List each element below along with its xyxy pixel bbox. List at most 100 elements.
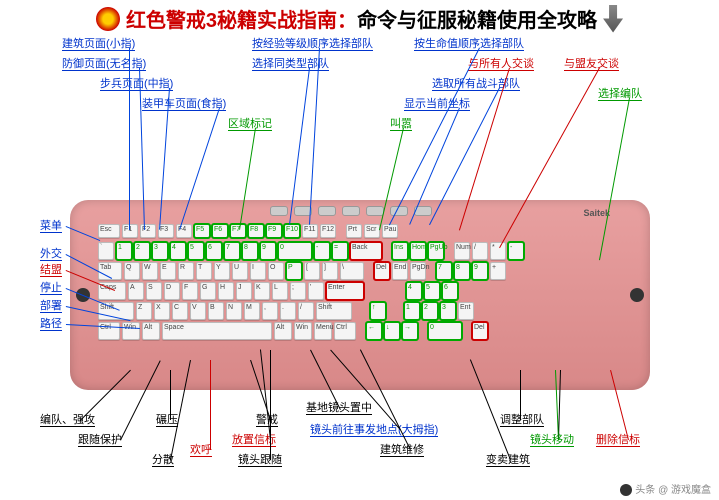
key-3: 3 xyxy=(440,302,456,320)
key-del: Del xyxy=(472,322,488,340)
key-f11: F11 xyxy=(302,224,318,238)
key-*: * xyxy=(490,242,506,260)
key-scr: Scr xyxy=(364,224,380,238)
key-3: 3 xyxy=(152,242,168,260)
key-1: 1 xyxy=(116,242,132,260)
key-t: T xyxy=(196,262,212,280)
key-win: Win xyxy=(122,322,140,340)
pointer-line xyxy=(170,370,171,420)
pointer-line xyxy=(270,350,271,460)
pointer-line xyxy=(129,48,130,230)
key-9: 9 xyxy=(472,262,488,280)
annotation-label: 路径 xyxy=(40,318,62,331)
key-f3: F3 xyxy=(158,224,174,238)
key-]: ] xyxy=(322,262,338,280)
annotation-label: 区域标记 xyxy=(228,118,272,131)
key-alt: Alt xyxy=(142,322,160,340)
key-f2: F2 xyxy=(140,224,156,238)
annotation-label: 删除信标 xyxy=(596,434,640,447)
key-8: 8 xyxy=(454,262,470,280)
key-k: K xyxy=(254,282,270,300)
key-ins: Ins xyxy=(392,242,408,260)
annotation-label: 碾压 xyxy=(156,414,178,427)
key-f: F xyxy=(182,282,198,300)
key-home: Home xyxy=(410,242,426,260)
key-f8: F8 xyxy=(248,224,264,238)
key-→: → xyxy=(402,322,418,340)
key-f12: F12 xyxy=(320,224,336,238)
key-6: 6 xyxy=(442,282,458,300)
key-f1: F1 xyxy=(122,224,138,238)
title-black: 命令与征服秘籍使用全攻略 xyxy=(357,10,597,32)
key-f7: F7 xyxy=(230,224,246,238)
key-.: . xyxy=(280,302,296,320)
key-c: C xyxy=(172,302,188,320)
hammer-icon xyxy=(603,5,623,33)
key-enter: Enter xyxy=(326,282,364,300)
annotation-label: 与所有人交谈 xyxy=(468,58,534,71)
key-6: 6 xyxy=(206,242,222,260)
annotation-label: 防御页面(无名指) xyxy=(62,58,146,71)
key-x: X xyxy=(154,302,170,320)
key-/: / xyxy=(472,242,488,260)
key-y: Y xyxy=(214,262,230,280)
key-r: R xyxy=(178,262,194,280)
key-\: \ xyxy=(340,262,364,280)
key-space: Space xyxy=(162,322,272,340)
annotation-label: 建筑页面(小指) xyxy=(62,38,135,51)
annotation-label: 按生命值顺序选择部队 xyxy=(414,38,524,51)
annotation-label: 跟随保护 xyxy=(78,434,122,447)
key-o: O xyxy=(268,262,284,280)
pointer-line xyxy=(520,370,521,420)
annotation-label: 叫嚣 xyxy=(390,118,412,131)
key-0: 0 xyxy=(278,242,312,260)
key-[: [ xyxy=(304,262,320,280)
key-w: W xyxy=(142,262,158,280)
key-ctrl: Ctrl xyxy=(334,322,356,340)
annotation-label: 菜单 xyxy=(40,220,62,233)
star-emblem-icon xyxy=(96,7,120,31)
annotation-label: 部署 xyxy=(40,300,62,313)
key-i: I xyxy=(250,262,266,280)
media-keys xyxy=(270,206,432,216)
key-f9: F9 xyxy=(266,224,282,238)
key--: - xyxy=(508,242,524,260)
key-prt: Prt xyxy=(346,224,362,238)
key-e: E xyxy=(160,262,176,280)
key-v: V xyxy=(190,302,206,320)
key-a: A xyxy=(128,282,144,300)
key-g: G xyxy=(200,282,216,300)
key-8: 8 xyxy=(242,242,258,260)
key-ent: Ent xyxy=(458,302,474,320)
key-shift: Shift xyxy=(316,302,352,320)
key-0: 0 xyxy=(428,322,462,340)
annotation-label: 显示当前坐标 xyxy=(404,98,470,111)
key-pau: Pau xyxy=(382,224,398,238)
annotation-label: 建筑维修 xyxy=(380,444,424,457)
key-ctrl: Ctrl xyxy=(98,322,120,340)
key-f10: F10 xyxy=(284,224,300,238)
key-s: S xyxy=(146,282,162,300)
annotation-label: 结盟 xyxy=(40,264,62,277)
key-=: = xyxy=(332,242,348,260)
key-↑: ↑ xyxy=(370,302,386,320)
annotation-label: 欢呼 xyxy=(190,444,212,457)
pointer-line xyxy=(389,48,480,225)
key-4: 4 xyxy=(170,242,186,260)
keyboard-diagram: Saitek EscF1F2F3F4F5F6F7F8F9F10F11F12Prt… xyxy=(0,30,719,500)
key-grid: EscF1F2F3F4F5F6F7F8F9F10F11F12PrtScrPau`… xyxy=(98,224,622,378)
annotation-label: 按经验等级顺序选择部队 xyxy=(252,38,373,51)
key-m: M xyxy=(244,302,260,320)
key-9: 9 xyxy=(260,242,276,260)
key-esc: Esc xyxy=(98,224,120,238)
key-menu: Menu xyxy=(314,322,332,340)
key-d: D xyxy=(164,282,180,300)
key-num: Num xyxy=(454,242,470,260)
key-1: 1 xyxy=(404,302,420,320)
key-b: B xyxy=(208,302,224,320)
annotation-label: 编队、强攻 xyxy=(40,414,95,427)
annotation-label: 停止 xyxy=(40,282,62,295)
key-/: / xyxy=(298,302,314,320)
keyboard-body: Saitek EscF1F2F3F4F5F6F7F8F9F10F11F12Prt… xyxy=(70,200,650,390)
annotation-label: 调整部队 xyxy=(500,414,544,427)
